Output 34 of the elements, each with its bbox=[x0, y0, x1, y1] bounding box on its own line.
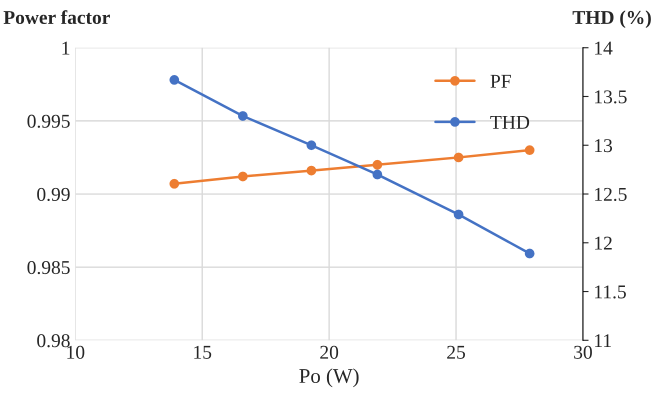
legend-label: PF bbox=[490, 74, 511, 88]
y2-tick-label: 12.5 bbox=[595, 188, 627, 202]
point bbox=[524, 145, 535, 155]
legend-label: THD bbox=[490, 116, 530, 129]
y2-tick-label: 11 bbox=[595, 334, 611, 348]
y-tick-label: 1 bbox=[62, 42, 70, 54]
y-tick-label: 0.995 bbox=[27, 114, 70, 128]
y2-tick-label: 13 bbox=[595, 139, 612, 152]
point bbox=[238, 172, 248, 182]
point bbox=[524, 248, 535, 258]
x-tick-label: 15 bbox=[194, 346, 212, 359]
point bbox=[372, 170, 382, 180]
point bbox=[306, 166, 316, 176]
point bbox=[169, 75, 180, 85]
y-axis-title: Power factor bbox=[4, 10, 110, 24]
point bbox=[238, 111, 248, 121]
x-tick-label: 10 bbox=[67, 346, 84, 359]
y-tick-label: 0.99 bbox=[37, 188, 70, 202]
x-tick-label: 30 bbox=[574, 346, 592, 359]
point bbox=[454, 210, 464, 220]
y2-tick-label: 11.5 bbox=[595, 285, 626, 299]
y-tick-label: 0.98 bbox=[37, 334, 70, 348]
y2-axis-title: THD (%) bbox=[572, 10, 651, 28]
y2-tick-label: 13.5 bbox=[595, 90, 627, 104]
x-axis-title: Po (W) bbox=[299, 368, 359, 388]
y-tick-label: 0.985 bbox=[27, 260, 70, 274]
x-tick-label: 25 bbox=[447, 346, 466, 359]
point bbox=[306, 140, 316, 150]
x-tick-label: 20 bbox=[320, 346, 338, 359]
point bbox=[454, 152, 464, 162]
y2-tick-label: 12 bbox=[595, 236, 612, 250]
point bbox=[169, 178, 180, 189]
y2-tick-label: 14 bbox=[595, 42, 613, 54]
point bbox=[372, 160, 382, 170]
